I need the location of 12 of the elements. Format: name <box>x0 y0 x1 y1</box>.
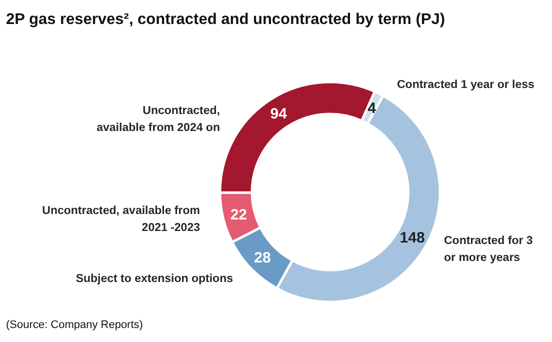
slice-label: Contracted for 3 or more years <box>444 235 533 264</box>
text: (Source: Company Reports) <box>6 319 143 331</box>
slice-label: Uncontracted, available from 2024 on <box>96 105 220 134</box>
data-label: 22 <box>230 206 248 224</box>
data-label: 28 <box>254 250 271 267</box>
data-label: 94 <box>270 106 288 123</box>
data-label: 4 <box>368 100 377 118</box>
slice-label: Contracted 1 year or less <box>397 79 534 91</box>
slice-label: Uncontracted, available from 2021 -2023 <box>42 205 200 234</box>
data-label: 148 <box>400 230 425 247</box>
slice-label: Subject to extension options <box>76 273 233 285</box>
chart-title: 2P gas reserves², contracted and uncontracted by term (PJ) <box>6 11 446 28</box>
